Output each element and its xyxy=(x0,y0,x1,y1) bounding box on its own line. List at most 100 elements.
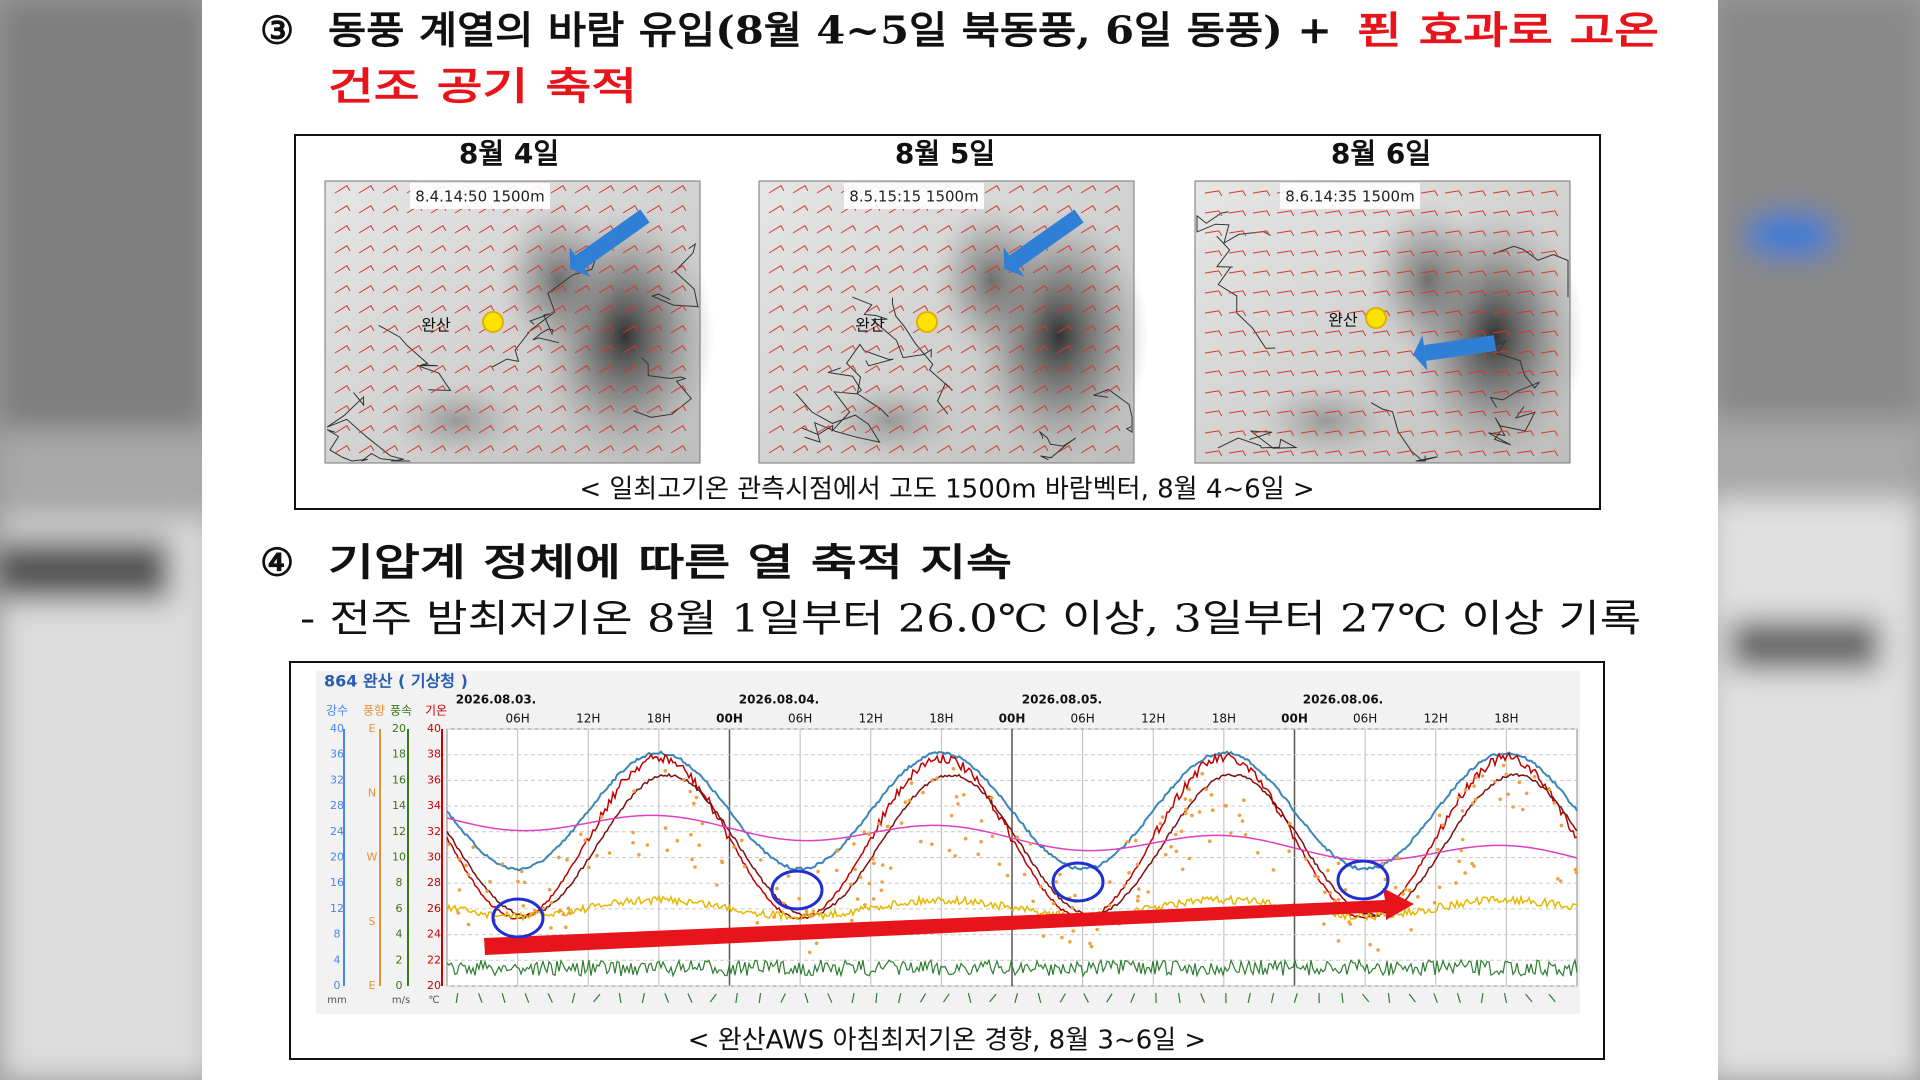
wind-barb xyxy=(936,305,953,314)
wind-barb xyxy=(1324,430,1343,437)
axis-tick-label: 28 xyxy=(330,799,344,812)
wind-direction-arrow xyxy=(1387,992,1391,1004)
wind-barb xyxy=(670,425,687,434)
wind-barb xyxy=(768,445,785,454)
wind-barb xyxy=(1300,450,1319,457)
wind-barb xyxy=(550,385,567,394)
wind-barb xyxy=(864,405,881,414)
precip-dot xyxy=(1135,898,1140,903)
wind-barb xyxy=(1252,430,1271,437)
wind-barb xyxy=(430,265,447,274)
wind-barb xyxy=(1252,190,1271,197)
wind-barb xyxy=(1516,250,1535,257)
precip-dot xyxy=(1333,899,1337,903)
precip-dot xyxy=(516,879,520,884)
wind-direction-arrow xyxy=(664,993,670,1003)
wind-barb xyxy=(430,325,447,334)
wind-barb xyxy=(1348,290,1367,297)
wind-barb xyxy=(1204,430,1223,437)
wind-barb xyxy=(888,305,905,314)
wind-barb xyxy=(598,325,615,334)
wind-barb xyxy=(1540,270,1559,277)
minimum-circle xyxy=(1336,859,1390,901)
wind-barb xyxy=(1444,250,1463,257)
axis-tick-label: W xyxy=(367,851,378,864)
wind-direction-arrow xyxy=(1200,993,1206,1003)
wind-barb xyxy=(792,365,809,374)
wind-barb xyxy=(526,325,543,334)
wind-barb xyxy=(960,305,977,314)
map-stamp: 8.5.15:15 1500m xyxy=(849,188,978,206)
wind-barb xyxy=(1204,370,1223,377)
precip-dot xyxy=(858,875,863,880)
wind-barb xyxy=(1008,405,1025,414)
hour-label: 00H xyxy=(1281,712,1308,726)
wind-barb xyxy=(1276,430,1295,437)
wind-barb xyxy=(864,285,881,294)
precip-dot xyxy=(758,858,763,862)
wind-barb xyxy=(1444,190,1463,197)
wind-barb xyxy=(1372,410,1391,417)
wind-barb xyxy=(502,425,519,434)
bullet-text: - 전주 밤최저기온 8월 1일부터 26.0℃ 이상, 3일부터 27℃ 이상… xyxy=(300,597,1641,641)
precip-dot xyxy=(811,909,816,914)
precip-dot xyxy=(1403,887,1408,892)
wind-barb xyxy=(1516,290,1535,297)
wind-barb xyxy=(1080,365,1097,374)
wind-direction-arrow xyxy=(1525,993,1533,1003)
wind-barb xyxy=(670,365,687,374)
wind-barb xyxy=(430,305,447,314)
precip-dot xyxy=(456,911,461,915)
wind-barb xyxy=(1104,325,1121,334)
wind-barb xyxy=(792,425,809,434)
wind-barb xyxy=(1444,230,1463,237)
wind-barb xyxy=(1032,425,1049,434)
wind-direction-arrow xyxy=(1247,992,1251,1004)
wind-barb xyxy=(1468,310,1487,317)
precip-dot xyxy=(1574,870,1579,875)
wind-barb xyxy=(574,225,591,234)
wind-barb xyxy=(1324,350,1343,357)
boundary xyxy=(326,429,402,462)
wind-barb xyxy=(1300,430,1319,437)
wind-barb xyxy=(888,225,905,234)
axis-tick-label: N xyxy=(368,786,376,799)
wind-barb xyxy=(334,325,351,334)
map-panel: 8월 5일 8.5.15:15 1500m 완산 xyxy=(758,137,1149,467)
precip-dot xyxy=(1160,815,1165,819)
wind-barb xyxy=(1492,250,1511,257)
axis-header: 풍향 xyxy=(363,704,385,718)
precip-dot xyxy=(1547,787,1551,792)
wind-barb xyxy=(1204,330,1223,337)
wind-barb xyxy=(984,205,1001,214)
wind-barb xyxy=(646,265,663,274)
wind-barb xyxy=(888,365,905,374)
precip-dot xyxy=(1336,939,1341,943)
axis-unit: mm xyxy=(327,995,346,1006)
precip-dot xyxy=(693,865,697,869)
wind-barb xyxy=(622,325,639,334)
wind-direction-arrow xyxy=(1433,993,1438,1003)
axis-tick-label: 2 xyxy=(396,953,403,966)
wind-barb xyxy=(768,365,785,374)
wind-barb xyxy=(526,345,543,354)
date-label: 2026.08.05. xyxy=(1022,693,1102,707)
wind-barb xyxy=(478,285,495,294)
precip-dot xyxy=(867,881,872,886)
wind-barb xyxy=(1492,390,1511,397)
wind-barb xyxy=(840,265,857,274)
precip-dot xyxy=(1407,888,1412,893)
precip-dot xyxy=(1432,900,1437,905)
wind-barb xyxy=(1420,330,1439,337)
wind-barb xyxy=(1348,430,1367,437)
wind-barb xyxy=(1008,445,1025,454)
precip-dot xyxy=(1463,788,1468,792)
wind-barb xyxy=(1492,210,1511,217)
wind-barb xyxy=(598,445,615,454)
precip-dot xyxy=(816,869,820,874)
map-date: 8월 4일 xyxy=(459,137,559,170)
precip-dot xyxy=(675,838,680,843)
wind-direction-arrow xyxy=(1408,993,1416,1003)
wind-barb xyxy=(1444,370,1463,377)
wind-barb xyxy=(1468,270,1487,277)
